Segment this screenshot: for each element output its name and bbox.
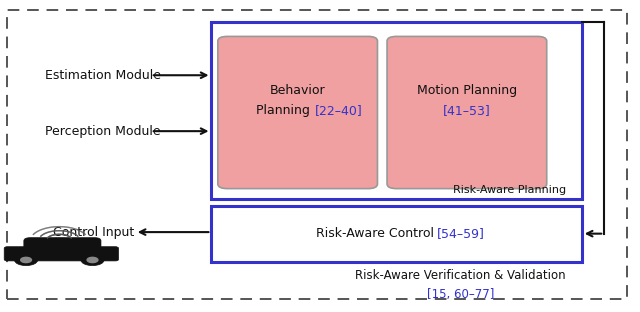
Bar bbox=[211, 22, 582, 199]
FancyBboxPatch shape bbox=[24, 238, 101, 252]
Circle shape bbox=[81, 254, 104, 266]
Text: [41–53]: [41–53] bbox=[443, 105, 491, 117]
Circle shape bbox=[87, 257, 98, 263]
Text: Perception Module: Perception Module bbox=[45, 125, 161, 138]
Bar bbox=[211, 206, 582, 261]
Text: Risk-Aware Planning: Risk-Aware Planning bbox=[452, 185, 566, 195]
Circle shape bbox=[15, 254, 38, 266]
Circle shape bbox=[20, 257, 31, 263]
Text: Planning: Planning bbox=[256, 105, 314, 117]
Text: [22–40]: [22–40] bbox=[316, 105, 363, 117]
FancyBboxPatch shape bbox=[387, 37, 547, 189]
Text: [54–59]: [54–59] bbox=[436, 227, 484, 240]
Text: [15, 60–77]: [15, 60–77] bbox=[427, 288, 494, 301]
FancyBboxPatch shape bbox=[218, 37, 378, 189]
Text: Behavior: Behavior bbox=[270, 84, 326, 97]
FancyBboxPatch shape bbox=[4, 247, 118, 261]
Text: Risk-Aware Control: Risk-Aware Control bbox=[316, 227, 438, 240]
Text: Control Input: Control Input bbox=[52, 226, 134, 239]
Text: Motion Planning: Motion Planning bbox=[417, 84, 517, 97]
Text: Risk-Aware Verification & Validation: Risk-Aware Verification & Validation bbox=[355, 269, 566, 282]
Text: Estimation Module: Estimation Module bbox=[45, 69, 161, 82]
Bar bbox=[54, 238, 64, 243]
